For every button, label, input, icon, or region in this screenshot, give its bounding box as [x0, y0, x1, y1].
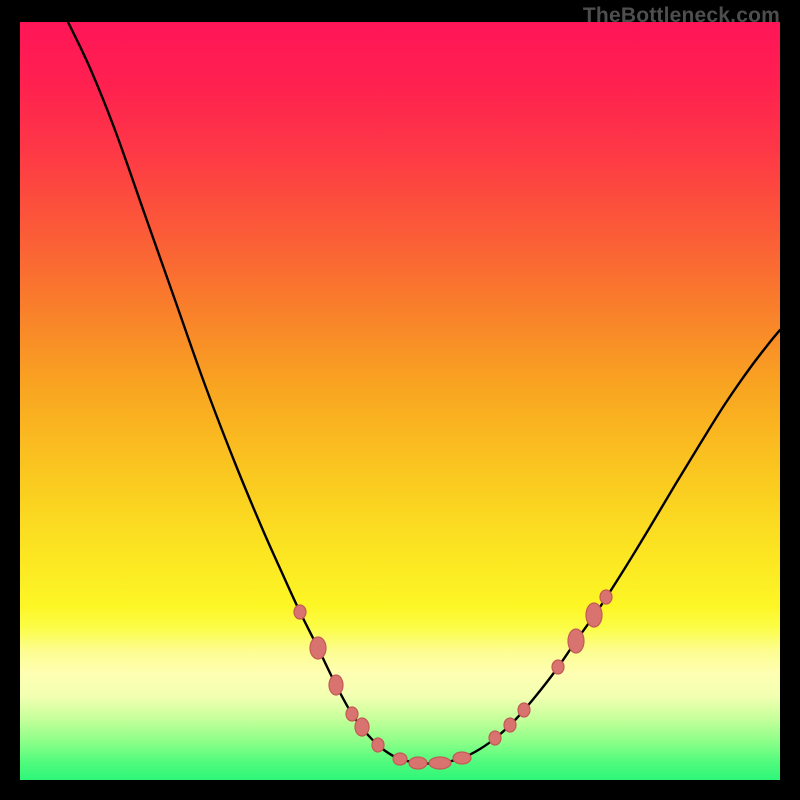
curve-marker — [429, 757, 451, 769]
curve-marker — [346, 707, 358, 721]
watermark-text: TheBottleneck.com — [583, 4, 780, 28]
curve-marker — [294, 605, 306, 619]
curve-marker — [600, 590, 612, 604]
curve-marker — [409, 757, 427, 769]
chart-frame: { "image_size": { "w": 800, "h": 800 }, … — [0, 0, 800, 800]
curve-marker — [568, 629, 584, 653]
bottleneck-chart — [0, 0, 800, 800]
curve-marker — [329, 675, 343, 695]
curve-marker — [586, 603, 602, 627]
gradient-panel — [20, 22, 780, 780]
curve-marker — [453, 752, 471, 764]
curve-marker — [504, 718, 516, 732]
curve-marker — [489, 731, 501, 745]
curve-marker — [552, 660, 564, 674]
curve-marker — [393, 753, 407, 765]
curve-marker — [355, 718, 369, 736]
curve-marker — [518, 703, 530, 717]
curve-marker — [372, 738, 384, 752]
curve-marker — [310, 637, 326, 659]
